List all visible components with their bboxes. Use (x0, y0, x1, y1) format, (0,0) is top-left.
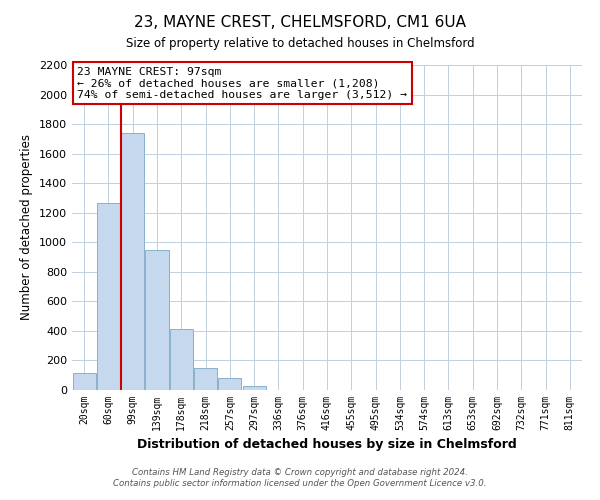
Bar (242, 386, 266, 390)
Text: Contains HM Land Registry data © Crown copyright and database right 2024.
Contai: Contains HM Land Registry data © Crown c… (113, 468, 487, 487)
Bar (73, 373, 95, 390)
Y-axis label: Number of detached properties: Number of detached properties (20, 134, 34, 320)
Text: 23, MAYNE CREST, CHELMSFORD, CM1 6UA: 23, MAYNE CREST, CHELMSFORD, CM1 6UA (134, 15, 466, 30)
Bar (121, 133, 144, 390)
Bar (97, 203, 120, 390)
Bar (218, 378, 241, 390)
X-axis label: Distribution of detached houses by size in Chelmsford: Distribution of detached houses by size … (137, 438, 517, 452)
Text: Size of property relative to detached houses in Chelmsford: Size of property relative to detached ho… (125, 38, 475, 51)
Bar (170, 328, 193, 390)
Bar (145, 250, 169, 390)
Text: 23 MAYNE CREST: 97sqm
← 26% of detached houses are smaller (1,208)
74% of semi-d: 23 MAYNE CREST: 97sqm ← 26% of detached … (77, 66, 407, 100)
Bar (194, 368, 217, 390)
